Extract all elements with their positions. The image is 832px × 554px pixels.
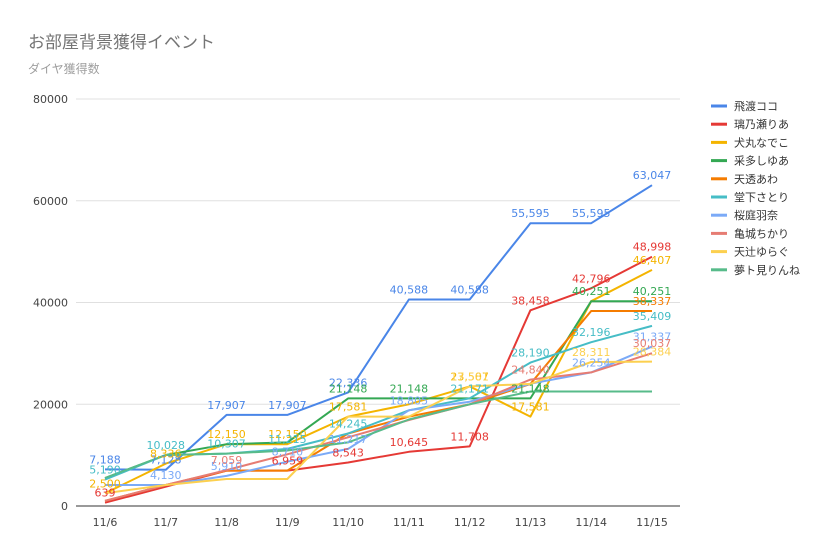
y-tick-label: 0	[61, 500, 68, 513]
y-tick-label: 60000	[33, 195, 68, 208]
x-tick-label: 11/11	[393, 516, 425, 529]
data-label: 17,581	[511, 401, 550, 414]
data-label: 4,130	[150, 469, 182, 482]
y-tick-label: 80000	[33, 93, 68, 106]
legend-entry: 堂下さとり	[734, 191, 789, 204]
data-label: 28,311	[572, 346, 611, 359]
data-label: 8,336	[150, 448, 182, 461]
data-label: 639	[95, 487, 116, 500]
x-tick-label: 11/9	[275, 516, 300, 529]
data-label: 28,190	[511, 347, 550, 360]
data-label: 28,384	[633, 346, 672, 359]
y-tick-label: 20000	[33, 398, 68, 411]
data-label: 12,150	[268, 428, 307, 441]
data-label: 46,407	[633, 254, 672, 267]
data-label: 21,148	[511, 382, 550, 395]
legend-entry: 天辻ゆらぐ	[734, 245, 789, 259]
legend-entry: 亀城ちかり	[734, 226, 789, 240]
legend-entry: 夢ト見りんね	[734, 264, 800, 277]
data-label: 12,150	[207, 428, 246, 441]
data-label: 5,910	[211, 460, 243, 473]
data-label: 17,581	[329, 401, 368, 414]
data-label: 42,796	[572, 272, 611, 285]
data-label: 40,588	[450, 284, 489, 297]
data-label: 7,059	[211, 454, 243, 467]
data-label: 63,047	[633, 169, 672, 182]
data-label: 40,251	[633, 285, 672, 298]
data-label: 21,148	[329, 382, 368, 395]
data-label: 31,337	[633, 331, 672, 344]
data-label: 10,307	[207, 438, 246, 451]
data-label: 7,188	[89, 453, 121, 466]
data-label: 35,409	[633, 310, 672, 323]
series-line-1	[104, 184, 653, 471]
legend-entry: 璃乃瀬りあ	[734, 117, 789, 131]
x-tick-label: 11/10	[332, 516, 364, 529]
data-label: 23,507	[450, 370, 489, 383]
data-label: 21,148	[390, 382, 429, 395]
data-label: 6,959	[272, 455, 304, 468]
legend-entry: 桜庭羽奈	[734, 208, 778, 222]
series-line-4	[104, 300, 652, 479]
data-label: 32,196	[572, 326, 611, 339]
data-label: 40,588	[390, 284, 429, 297]
data-label: 38,337	[633, 295, 672, 308]
x-tick-label: 11/8	[214, 516, 239, 529]
x-tick-label: 11/14	[575, 516, 607, 529]
data-label: 2,500	[89, 477, 121, 490]
data-label: 22,336	[329, 376, 368, 389]
data-label: 55,595	[572, 207, 611, 220]
x-tick-label: 11/15	[636, 516, 668, 529]
legend-entry: 天透あわ	[734, 173, 778, 186]
data-label: 21,171	[450, 382, 489, 395]
data-label: 17,907	[268, 399, 307, 412]
data-label: 48,998	[633, 241, 672, 254]
x-tick-label: 11/7	[153, 516, 178, 529]
data-label: 24,840	[511, 364, 550, 377]
legend-entry: 飛渡ココ	[734, 99, 778, 113]
legend-entry: 犬丸なでこ	[734, 135, 789, 149]
data-label: 38,458	[511, 294, 550, 307]
x-tick-label: 11/13	[515, 516, 547, 529]
y-tick-label: 40000	[33, 297, 68, 310]
data-label: 40,251	[572, 285, 611, 298]
series-line-9	[104, 360, 653, 495]
data-label: 11,217	[329, 433, 368, 446]
data-label: 8,710	[272, 446, 304, 459]
data-label: 5,190	[89, 464, 121, 477]
data-label: 17,581	[450, 370, 489, 383]
data-label: 55,595	[511, 207, 550, 220]
data-label: 17,907	[207, 399, 246, 412]
data-label: 7,128	[150, 454, 182, 467]
series-line-2	[104, 255, 653, 504]
data-label: 11,215	[268, 433, 307, 446]
legend-entry: 采多しゆあ	[734, 154, 789, 168]
data-label: 10,028	[147, 439, 186, 452]
series-line-10	[104, 390, 652, 479]
data-label: 11,708	[450, 430, 489, 443]
data-label: 18,805	[390, 394, 429, 407]
x-tick-label: 11/12	[454, 516, 486, 529]
data-label: 26,254	[572, 356, 611, 369]
x-tick-label: 11/6	[93, 516, 118, 529]
data-label: 8,543	[332, 447, 364, 460]
series-line-3	[104, 269, 653, 495]
chart-title: お部屋背景獲得イベント	[28, 33, 215, 53]
data-label: 14,245	[329, 418, 368, 431]
data-label: 30,037	[633, 337, 672, 350]
chart-subtitle: ダイヤ獲得数	[28, 62, 100, 76]
data-label: 10,645	[390, 436, 429, 449]
series-line-8	[104, 352, 653, 502]
